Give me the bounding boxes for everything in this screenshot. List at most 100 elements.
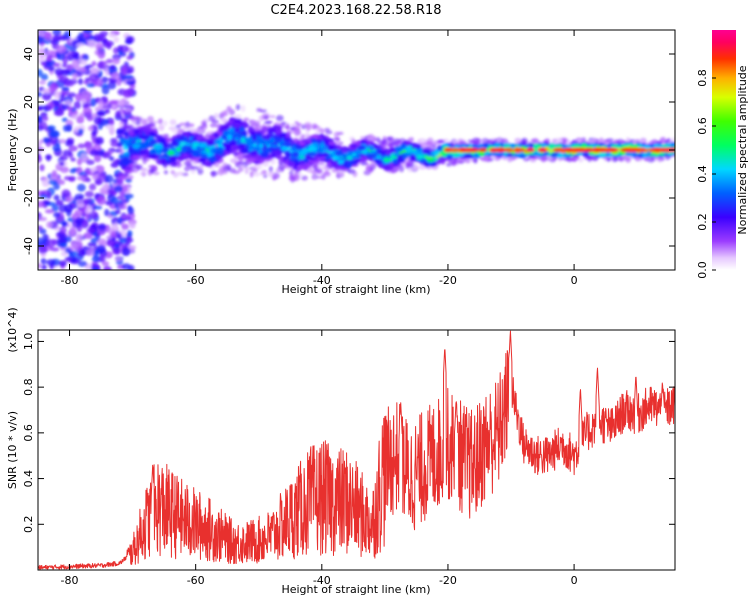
spectrogram-blob <box>106 102 112 110</box>
y-tick-label: 0 <box>22 147 35 154</box>
spectrogram-blob <box>38 116 43 124</box>
spectrogram-blob <box>200 138 209 143</box>
spectrogram-blob <box>53 211 61 218</box>
spectrogram-blob <box>213 139 222 145</box>
spectrogram-blob <box>91 60 97 67</box>
spectrogram-blob <box>80 66 87 73</box>
spectrogram-blob <box>75 217 84 225</box>
spectrogram-blob <box>105 235 113 240</box>
spectrogram-blob <box>434 150 440 157</box>
spectrogram-blob <box>104 208 110 217</box>
spectrogram-blob <box>121 223 129 230</box>
spectrogram-blob <box>118 154 125 159</box>
spectrogram-blob <box>77 78 84 85</box>
spectrogram-blob <box>135 164 143 170</box>
spectrogram-blob <box>61 86 70 91</box>
spectrogram-blob <box>294 121 299 125</box>
spectrogram-blob <box>254 155 262 160</box>
spectrogram-hotspot <box>464 147 481 153</box>
spectrogram-blob <box>301 165 307 170</box>
spectrogram-blob <box>84 190 94 198</box>
spectrogram-blob <box>124 108 132 112</box>
spectrogram-blob <box>411 150 419 155</box>
spectrogram-blob <box>343 161 349 167</box>
spectrogram-blob <box>389 155 395 159</box>
spectrogram-blob <box>437 139 443 144</box>
spectrogram-blob <box>158 124 165 131</box>
spectrogram-blob <box>201 149 208 154</box>
spectrogram-blob <box>52 143 61 152</box>
spectrogram-blob <box>42 92 52 101</box>
y-tick-label: 20 <box>22 95 35 109</box>
spectrogram-blob <box>91 255 100 263</box>
spectrogram-blob <box>104 174 114 183</box>
spectrogram-blob <box>79 59 88 66</box>
snr-series-line <box>38 330 675 570</box>
spectrogram-blob <box>332 156 341 161</box>
spectrogram-blob <box>108 32 116 38</box>
spectrogram-blob <box>81 90 91 100</box>
spectrogram-blob <box>647 157 655 163</box>
spectrogram-blob <box>356 140 361 147</box>
x-tick-label: -40 <box>313 274 331 287</box>
spectrogram-blob <box>123 124 131 130</box>
spectrogram-blob <box>116 135 124 139</box>
spectrogram-blob <box>104 266 111 270</box>
spectrogram-blob <box>102 104 108 110</box>
spectrogram-blob <box>76 42 85 47</box>
spectrogram-blob <box>140 149 146 154</box>
spectrogram-blob <box>38 216 48 222</box>
spectrogram-blob <box>135 120 141 126</box>
x-tick-label: -20 <box>439 274 457 287</box>
spectrogram-blob <box>90 237 98 244</box>
spectrogram-blob <box>124 39 133 45</box>
spectrogram-blob <box>143 129 151 136</box>
spectrogram-blob <box>69 168 77 174</box>
spectrogram-blob <box>278 163 286 171</box>
x-tick-label: -40 <box>313 574 331 587</box>
spectrogram-blob <box>396 157 404 162</box>
spectrogram-blob <box>61 117 68 123</box>
spectrogram-blob <box>44 31 53 41</box>
spectrogram-blob <box>478 145 485 149</box>
spectrogram-blob <box>124 89 135 95</box>
spectrogram-blob <box>178 155 187 161</box>
spectrogram-blob <box>38 47 45 53</box>
spectrogram-blob <box>398 165 405 173</box>
spectrogram-blob <box>360 139 366 145</box>
spectrogram-blob <box>146 115 154 123</box>
spectrogram-blob <box>197 126 204 130</box>
spectrogram-x-label: Height of straight line (km) <box>281 283 430 296</box>
spectrogram-blob <box>153 171 160 176</box>
spectrogram-blob <box>82 102 92 108</box>
spectrogram-blob <box>38 237 44 246</box>
spectrogram-blob <box>269 137 275 143</box>
spectrogram-blob <box>268 165 273 173</box>
x-tick-label: -80 <box>61 274 79 287</box>
spectrogram-blob <box>209 156 218 162</box>
spectrogram-blob <box>122 97 128 102</box>
spectrogram-blob <box>87 242 98 247</box>
colorbar-tick-label: 0.6 <box>696 117 709 135</box>
spectrogram-blob <box>87 125 94 132</box>
spectrogram-blob <box>402 154 408 160</box>
spectrogram-blob <box>64 204 74 213</box>
spectrogram-blob <box>220 110 226 118</box>
spectrogram-blob <box>183 165 190 172</box>
spectrogram-blob <box>235 104 241 111</box>
spectrogram-blob <box>411 143 420 147</box>
spectrogram-blob <box>193 143 199 147</box>
spectrogram-blob <box>165 159 172 165</box>
spectrogram-blob <box>92 126 98 135</box>
spectrogram-blob <box>243 117 250 122</box>
spectrogram-blob <box>249 171 254 178</box>
spectrogram-blob <box>116 77 122 86</box>
spectrogram-blob <box>93 116 103 125</box>
spectrogram-blob <box>248 125 253 132</box>
spectrogram-blob <box>250 150 258 156</box>
colorbar-gradient <box>712 30 736 270</box>
spectrogram-blob <box>67 92 76 98</box>
spectrogram-blob <box>109 79 118 84</box>
spectrogram-blob <box>211 119 220 124</box>
spectrogram-blob <box>182 153 189 157</box>
